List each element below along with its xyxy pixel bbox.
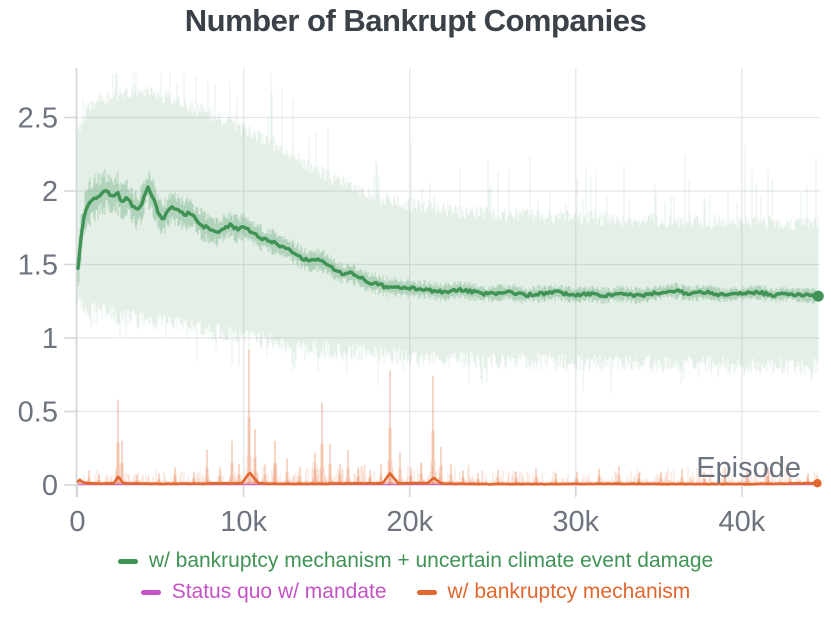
green-mean-line bbox=[76, 185, 820, 300]
x-tick-label: 20k bbox=[386, 506, 433, 538]
x-tick-label: 0 bbox=[69, 506, 85, 538]
legend-row-1: w/ bankruptcy mechanism + uncertain clim… bbox=[117, 546, 714, 576]
legend-item-status-quo-mandate: Status quo w/ mandate bbox=[140, 577, 387, 607]
orange-spikes-core bbox=[88, 349, 809, 485]
orange-spikes-halo bbox=[87, 417, 810, 485]
legend-swatch-orange bbox=[416, 589, 437, 595]
legend-swatch-green bbox=[117, 558, 138, 564]
x-tick-label: 30k bbox=[552, 506, 599, 538]
legend-label: w/ bankruptcy mechanism bbox=[447, 580, 691, 603]
orange-end-dot bbox=[813, 479, 822, 488]
legend-swatch-magenta bbox=[140, 589, 161, 595]
orange-mean-line bbox=[76, 471, 820, 486]
legend-item-bankruptcy-mechanism: w/ bankruptcy mechanism bbox=[416, 577, 691, 607]
y-tick-label: 1.5 bbox=[18, 250, 58, 282]
x-axis-title: Episode bbox=[696, 452, 801, 484]
legend: w/ bankruptcy mechanism + uncertain clim… bbox=[0, 546, 831, 607]
legend-label: w/ bankruptcy mechanism + uncertain clim… bbox=[148, 549, 714, 572]
y-tick-label: 2.5 bbox=[18, 103, 58, 135]
legend-row-2: Status quo w/ mandate w/ bankruptcy mech… bbox=[140, 577, 691, 607]
green-end-dot bbox=[812, 290, 824, 302]
y-tick-label: 2 bbox=[42, 176, 58, 208]
y-tick-label: 0 bbox=[42, 470, 58, 502]
legend-label: Status quo w/ mandate bbox=[171, 580, 387, 603]
plot-svg: 0 0.5 1 1.5 2 2.5 0 10k 20k 30k 40k Episode bbox=[18, 68, 824, 538]
x-tick-label: 40k bbox=[719, 506, 766, 538]
legend-item-bankruptcy-uncertain-damage: w/ bankruptcy mechanism + uncertain clim… bbox=[117, 546, 714, 576]
y-tick-label: 0.5 bbox=[18, 397, 58, 429]
y-tick-label: 1 bbox=[42, 323, 58, 355]
green-band-outer bbox=[77, 73, 819, 394]
page-title: Number of Bankrupt Companies bbox=[184, 3, 647, 38]
x-tick-label: 10k bbox=[220, 506, 267, 538]
